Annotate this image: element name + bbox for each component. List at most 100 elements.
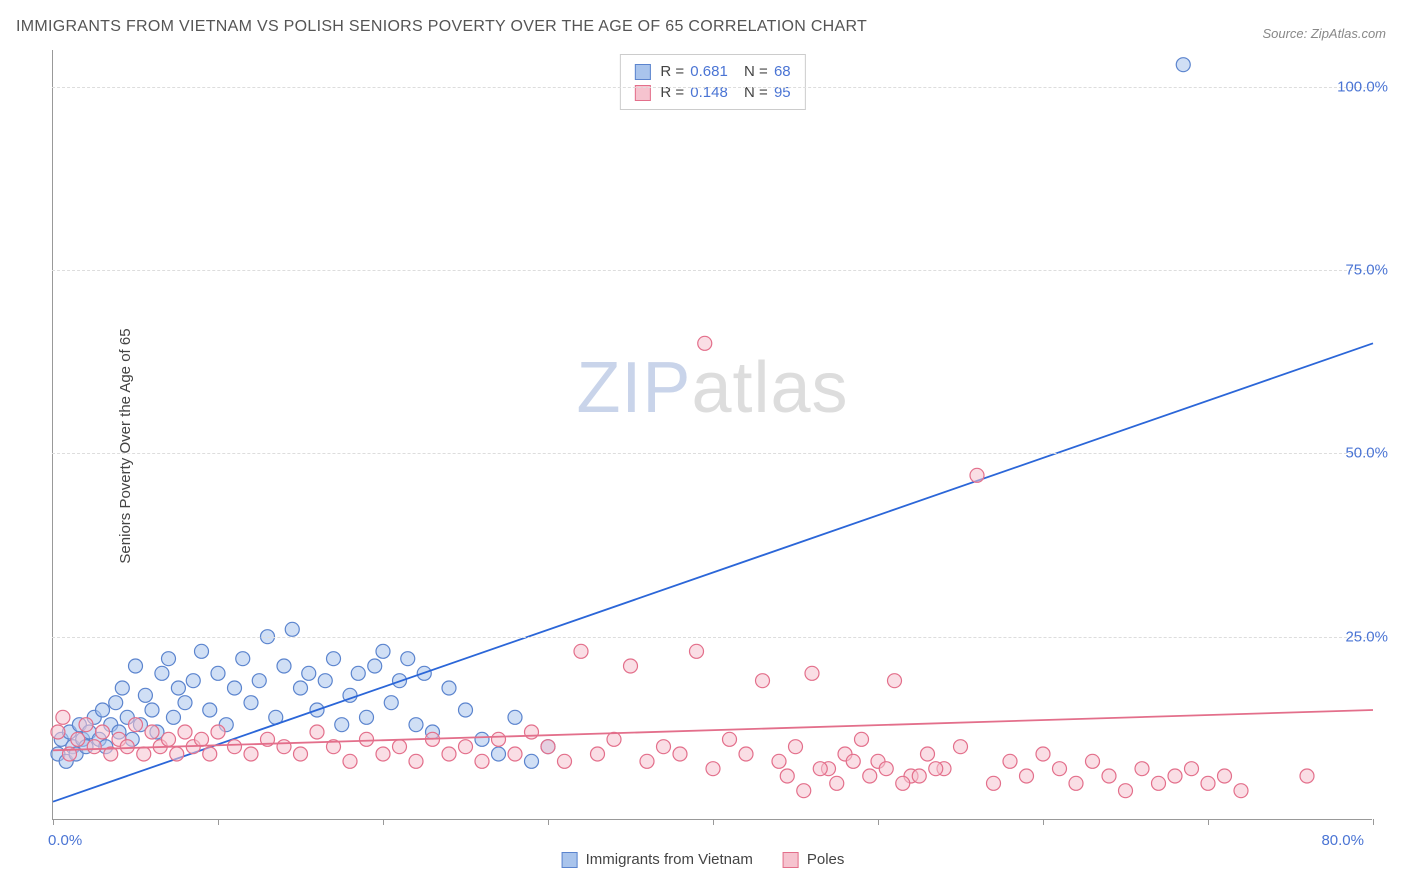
gridline xyxy=(52,637,1372,638)
data-point xyxy=(302,666,316,680)
data-point xyxy=(236,652,250,666)
data-point xyxy=(129,718,143,732)
data-point xyxy=(1086,754,1100,768)
data-point xyxy=(607,732,621,746)
data-point xyxy=(525,725,539,739)
data-point xyxy=(51,725,65,739)
data-point xyxy=(137,747,151,761)
data-point xyxy=(120,740,134,754)
n-label: N = xyxy=(744,63,768,80)
data-point xyxy=(211,666,225,680)
data-point xyxy=(178,725,192,739)
r-label: R = xyxy=(660,63,684,80)
data-point xyxy=(129,659,143,673)
data-point xyxy=(228,740,242,754)
data-point xyxy=(805,666,819,680)
data-point xyxy=(368,659,382,673)
gridline xyxy=(52,270,1372,271)
data-point xyxy=(170,747,184,761)
data-point xyxy=(318,674,332,688)
legend-item: Poles xyxy=(783,851,845,868)
x-tick-label: 80.0% xyxy=(1321,832,1364,849)
x-tick xyxy=(1043,819,1044,825)
data-point xyxy=(780,769,794,783)
data-point xyxy=(87,740,101,754)
data-point xyxy=(525,754,539,768)
data-point xyxy=(1218,769,1232,783)
data-point xyxy=(195,644,209,658)
data-point xyxy=(244,747,258,761)
data-point xyxy=(244,696,258,710)
data-point xyxy=(211,725,225,739)
data-point xyxy=(409,718,423,732)
data-point xyxy=(79,718,93,732)
data-point xyxy=(138,688,152,702)
data-point xyxy=(541,740,555,754)
data-point xyxy=(1176,58,1190,72)
data-point xyxy=(335,718,349,732)
data-point xyxy=(109,696,123,710)
data-point xyxy=(401,652,415,666)
data-point xyxy=(1168,769,1182,783)
legend-swatch xyxy=(783,852,799,868)
data-point xyxy=(954,740,968,754)
data-point xyxy=(277,740,291,754)
data-point xyxy=(294,747,308,761)
data-point xyxy=(56,710,70,724)
data-point xyxy=(277,659,291,673)
trend-line xyxy=(53,343,1373,801)
chart-title: IMMIGRANTS FROM VIETNAM VS POLISH SENIOR… xyxy=(16,18,867,36)
data-point xyxy=(145,725,159,739)
data-point xyxy=(706,762,720,776)
data-point xyxy=(71,732,85,746)
correlation-legend: R = 0.681 N = 68 R = 0.148 N = 95 xyxy=(619,54,805,110)
x-tick xyxy=(878,819,879,825)
data-point xyxy=(970,468,984,482)
data-point xyxy=(558,754,572,768)
data-point xyxy=(739,747,753,761)
data-point xyxy=(912,769,926,783)
data-point xyxy=(789,740,803,754)
data-point xyxy=(1234,784,1248,798)
data-point xyxy=(343,754,357,768)
plot-svg xyxy=(53,50,1372,819)
data-point xyxy=(96,703,110,717)
legend-label: Poles xyxy=(807,851,845,868)
data-point xyxy=(459,740,473,754)
data-point xyxy=(921,747,935,761)
data-point xyxy=(640,754,654,768)
data-point xyxy=(442,747,456,761)
x-tick xyxy=(1373,819,1374,825)
data-point xyxy=(294,681,308,695)
data-point xyxy=(723,732,737,746)
data-point xyxy=(1036,747,1050,761)
x-tick xyxy=(1208,819,1209,825)
trend-line xyxy=(53,710,1373,750)
data-point xyxy=(459,703,473,717)
y-tick-label: 25.0% xyxy=(1345,628,1388,645)
data-point xyxy=(492,732,506,746)
correlation-chart: IMMIGRANTS FROM VIETNAM VS POLISH SENIOR… xyxy=(0,0,1406,892)
y-tick-label: 75.0% xyxy=(1345,262,1388,279)
data-point xyxy=(195,732,209,746)
data-point xyxy=(508,710,522,724)
data-point xyxy=(178,696,192,710)
data-point xyxy=(624,659,638,673)
data-point xyxy=(657,740,671,754)
data-point xyxy=(846,754,860,768)
data-point xyxy=(360,732,374,746)
data-point xyxy=(155,666,169,680)
data-point xyxy=(442,681,456,695)
data-point xyxy=(1135,762,1149,776)
legend-item: Immigrants from Vietnam xyxy=(562,851,753,868)
legend-row: R = 0.148 N = 95 xyxy=(634,82,790,103)
data-point xyxy=(855,732,869,746)
data-point xyxy=(813,762,827,776)
data-point xyxy=(879,762,893,776)
data-point xyxy=(310,725,324,739)
data-point xyxy=(360,710,374,724)
legend-label: Immigrants from Vietnam xyxy=(586,851,753,868)
y-tick-label: 50.0% xyxy=(1345,445,1388,462)
data-point xyxy=(508,747,522,761)
data-point xyxy=(1003,754,1017,768)
